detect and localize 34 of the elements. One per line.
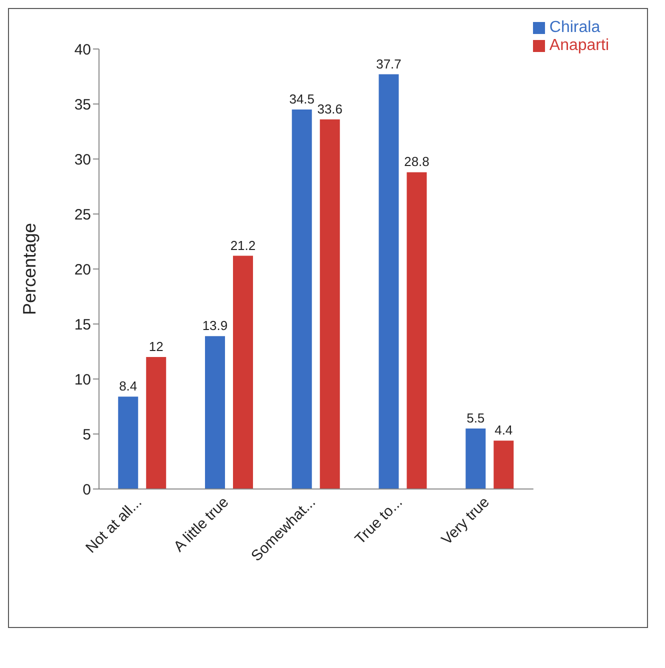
- bar: [292, 110, 312, 489]
- y-tick-label: 30: [74, 151, 91, 168]
- bar: [466, 428, 486, 489]
- y-tick-label: 25: [74, 206, 91, 224]
- bar: [406, 172, 427, 489]
- y-tick-label: 10: [74, 371, 91, 388]
- data-label: 13.9: [202, 318, 228, 334]
- y-tick-label: 35: [74, 96, 91, 114]
- data-label: 4.4: [494, 422, 513, 438]
- data-label: 5.5: [466, 410, 485, 426]
- data-label: 12: [148, 339, 164, 354]
- legend-label: Anaparti: [549, 37, 609, 54]
- y-tick-label: 5: [82, 426, 91, 444]
- bar: [118, 396, 138, 489]
- y-tick-label: 20: [74, 261, 91, 278]
- data-label: 33.6: [317, 101, 343, 116]
- bar: [204, 336, 225, 489]
- data-label: 28.8: [404, 154, 430, 170]
- y-tick-label: 15: [74, 316, 91, 334]
- x-tick-label: A little true: [170, 494, 232, 556]
- bar: [232, 256, 253, 489]
- y-axis-title: Percentage: [19, 222, 40, 316]
- data-label: 8.4: [119, 378, 138, 394]
- x-tick-label: Very true: [438, 494, 493, 548]
- bar: [378, 74, 399, 489]
- legend-label: Chirala: [549, 19, 600, 36]
- x-tick-label: True to...: [352, 494, 406, 548]
- data-label: 37.7: [376, 56, 402, 72]
- data-label: 21.2: [230, 238, 256, 253]
- y-tick-label: 40: [74, 41, 91, 58]
- bar: [320, 119, 340, 489]
- data-label: 34.5: [289, 92, 315, 106]
- bar: [146, 357, 166, 489]
- bar: [494, 440, 514, 489]
